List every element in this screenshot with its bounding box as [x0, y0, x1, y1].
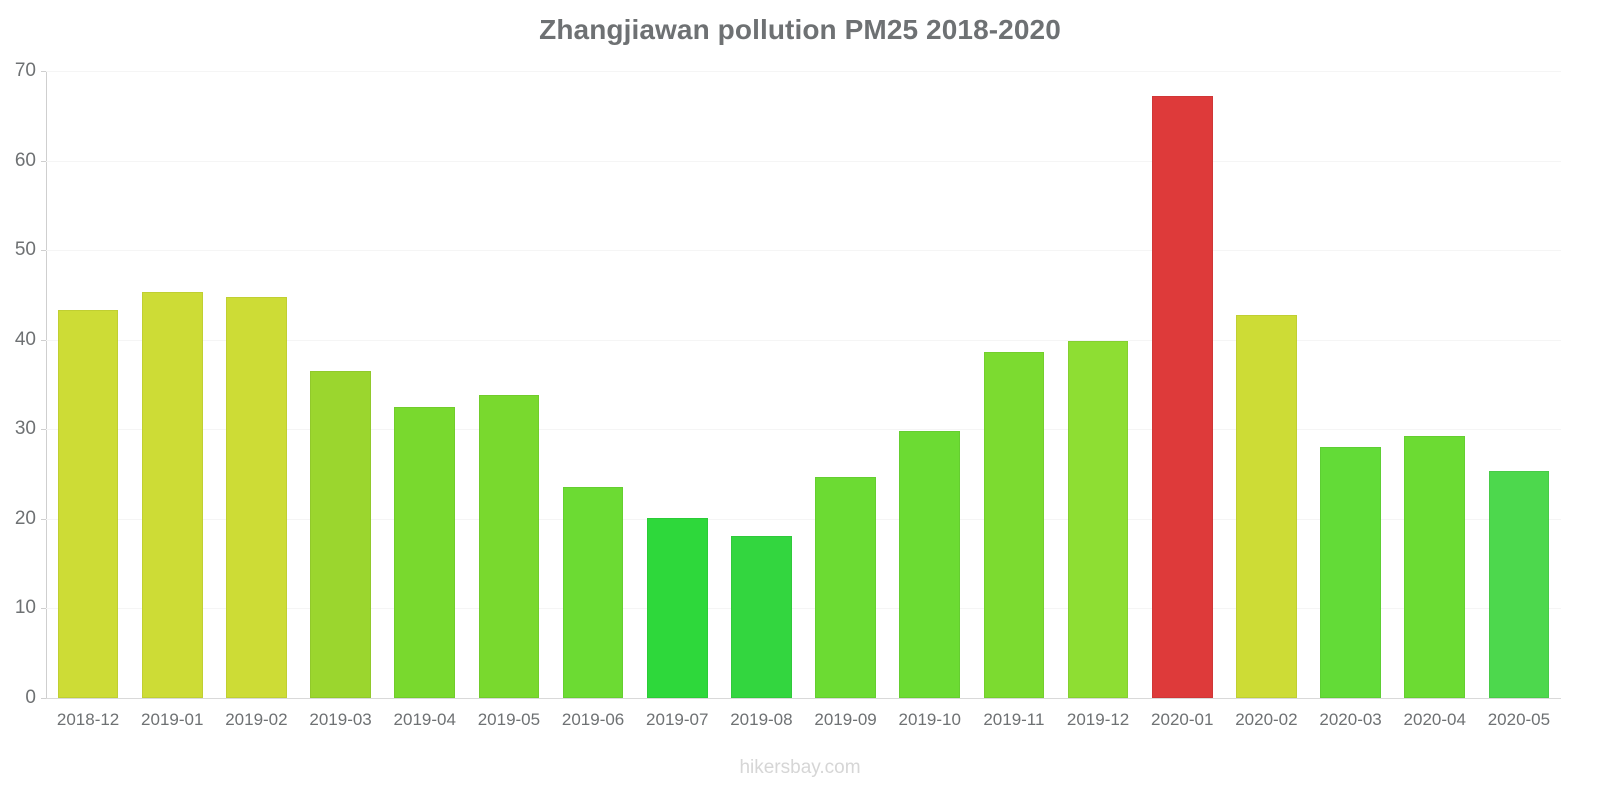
y-tick-mark-50 — [41, 250, 46, 252]
y-tick-mark-20 — [41, 518, 46, 520]
y-tick-label-0: 0 — [25, 687, 36, 708]
x-tick-label-2019-05: 2019-05 — [477, 710, 541, 729]
gridline-50 — [46, 250, 1561, 252]
bar-2019-10[interactable] — [899, 431, 961, 698]
y-tick-mark-10 — [41, 608, 46, 610]
y-tick-label-40: 40 — [14, 328, 36, 350]
x-tick-label-2020-05: 2020-05 — [1487, 710, 1551, 729]
gridline-20 — [46, 518, 1561, 520]
gridline-0 — [46, 698, 1561, 699]
bar-2019-01[interactable] — [141, 292, 203, 698]
x-tick-label-2019-07: 2019-07 — [646, 710, 709, 729]
x-tick-label-2018-12: 2018-12 — [56, 710, 120, 729]
gridline-60 — [46, 160, 1561, 162]
bar-2020-04[interactable] — [1404, 436, 1466, 698]
gridline-40 — [46, 339, 1561, 341]
y-tick-label-50: 50 — [14, 239, 36, 261]
bar-2019-03[interactable] — [310, 371, 371, 698]
bar-2019-08[interactable] — [731, 535, 792, 698]
x-tick-label-2019-03: 2019-03 — [309, 710, 372, 729]
x-tick-label-2019-04: 2019-04 — [393, 710, 456, 729]
x-tick-label-2019-11: 2019-11 — [983, 710, 1045, 729]
gridline-70 — [46, 71, 1561, 72]
y-tick-mark-60 — [41, 160, 46, 162]
bar-2019-11[interactable] — [983, 352, 1045, 698]
bar-2019-12[interactable] — [1067, 340, 1129, 698]
x-tick-label-2019-01: 2019-01 — [141, 710, 204, 729]
x-tick-label-2019-09: 2019-09 — [814, 710, 877, 729]
y-tick-mark-40 — [41, 339, 46, 341]
bar-2018-12[interactable] — [57, 310, 119, 698]
credit-label: hikersbay.com — [739, 757, 861, 778]
bar-2019-09[interactable] — [815, 476, 876, 698]
bar-2019-05[interactable] — [478, 395, 540, 698]
chart-title: Zhangjiawan pollution PM25 2018-2020 — [539, 14, 1061, 45]
bar-2020-01[interactable] — [1151, 96, 1213, 698]
y-tick-label-10: 10 — [14, 597, 36, 619]
bar-2020-03[interactable] — [1320, 447, 1381, 698]
y-axis-line — [46, 71, 47, 698]
gridline-30 — [46, 429, 1561, 431]
y-tick-mark-70 — [41, 71, 46, 72]
x-tick-label-2020-03: 2020-03 — [1319, 710, 1382, 729]
y-tick-mark-0 — [41, 698, 46, 699]
bar-2020-02[interactable] — [1236, 314, 1297, 698]
bar-2019-02[interactable] — [226, 296, 287, 698]
gridline-10 — [46, 608, 1561, 610]
x-tick-label-2019-02: 2019-02 — [225, 710, 288, 729]
x-tick-label-2020-01: 2020-01 — [1151, 710, 1214, 729]
x-tick-label-2020-02: 2020-02 — [1235, 710, 1298, 729]
bar-2019-06[interactable] — [562, 486, 624, 698]
x-tick-label-2020-04: 2020-04 — [1403, 710, 1466, 729]
plot-area — [46, 71, 1561, 699]
x-tick-label-2019-06: 2019-06 — [561, 710, 625, 729]
x-tick-label-2019-10: 2019-10 — [898, 710, 961, 729]
x-tick-label-2019-12: 2019-12 — [1066, 710, 1130, 729]
y-tick-mark-30 — [41, 429, 46, 431]
y-tick-label-60: 60 — [14, 149, 36, 171]
bar-2019-07[interactable] — [646, 517, 708, 698]
y-tick-label-70: 70 — [14, 60, 36, 81]
x-tick-label-2019-08: 2019-08 — [730, 710, 793, 729]
y-tick-label-20: 20 — [14, 507, 36, 529]
bar-2019-04[interactable] — [394, 406, 456, 698]
y-tick-label-30: 30 — [14, 418, 36, 440]
bar-2020-05[interactable] — [1488, 470, 1550, 698]
